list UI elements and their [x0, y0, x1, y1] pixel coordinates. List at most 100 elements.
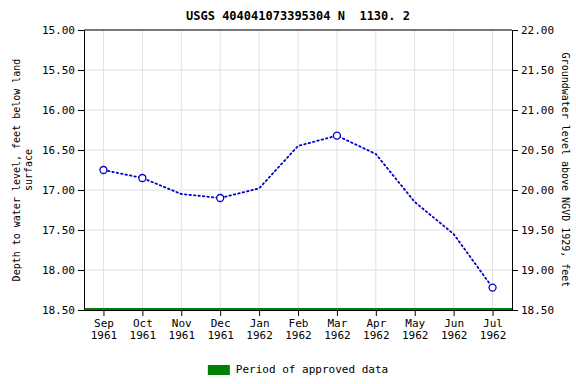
tick-mark [78, 30, 84, 31]
tick: 18.00 [42, 264, 84, 277]
tick-label: 16.00 [42, 104, 75, 117]
tick-mark [259, 310, 260, 316]
tick-mark [512, 230, 518, 231]
tick-mark [512, 270, 518, 271]
tick-label: 20.00 [521, 184, 554, 197]
point-marker [333, 132, 340, 139]
y-axis-title: Depth to water level, feet below landsur… [11, 59, 34, 282]
tick: 16.00 [42, 104, 84, 117]
legend: Period of approved data [208, 363, 388, 376]
legend-swatch [208, 365, 230, 375]
tick: May1962 [402, 310, 429, 342]
tick-label: Mar1962 [324, 317, 351, 343]
point-marker [139, 175, 146, 182]
tick-label: Dec1961 [207, 317, 234, 343]
point-marker [489, 284, 496, 291]
tick-label: 15.50 [42, 64, 75, 77]
tick-label: Jan1962 [246, 317, 273, 343]
plot-frame [84, 30, 512, 31]
grid-line [414, 30, 415, 310]
tick-label: 20.50 [521, 144, 554, 157]
tick-mark [78, 150, 84, 151]
point-marker [217, 195, 224, 202]
grid-line [259, 30, 260, 310]
tick-mark [78, 190, 84, 191]
tick: 16.50 [42, 144, 84, 157]
tick-label: 17.50 [42, 224, 75, 237]
tick: 15.00 [42, 24, 84, 37]
tick: 22.00 [512, 24, 554, 37]
point-marker [100, 167, 107, 174]
tick: Mar1962 [324, 310, 351, 342]
tick: 19.00 [512, 264, 554, 277]
tick-mark [512, 70, 518, 71]
grid-line [220, 30, 221, 310]
legend-label: Period of approved data [236, 363, 388, 376]
tick-mark [512, 150, 518, 151]
reference-line [84, 308, 512, 310]
tick-mark [512, 30, 518, 31]
tick-label: Jul1962 [480, 317, 507, 343]
tick-label: 16.50 [42, 144, 75, 157]
tick-label: 21.00 [521, 104, 554, 117]
tick-mark [376, 310, 377, 316]
tick: 20.50 [512, 144, 554, 157]
tick-label: 15.00 [42, 24, 75, 37]
series-line [103, 136, 492, 288]
tick-label: Apr1962 [363, 317, 390, 343]
tick-mark [103, 310, 104, 316]
grid [84, 30, 512, 310]
grid-line [336, 30, 337, 310]
grid-line [142, 30, 143, 310]
tick-label: 18.00 [42, 264, 75, 277]
chart: Sep1961 Oct1961 Nov1961 Dec1961 Jan1962 Feb19… [0, 0, 576, 384]
title: USGS 404041073395304 N 1130. 2 [186, 9, 410, 23]
tick-label: 19.00 [521, 264, 554, 277]
tick: Oct1961 [130, 310, 157, 342]
tick-mark [78, 310, 84, 311]
grid-line [453, 30, 454, 310]
tick: 17.50 [42, 224, 84, 237]
axis-line [512, 31, 513, 311]
axis-line [84, 31, 85, 311]
tick: Jul1962 [480, 310, 507, 342]
tick-mark [512, 110, 518, 111]
tick: 19.50 [512, 224, 554, 237]
tick: Feb1962 [285, 310, 312, 342]
grid-line [298, 30, 299, 310]
tick-label: 22.00 [521, 24, 554, 37]
tick-mark [78, 70, 84, 71]
tick: Nov1961 [169, 310, 196, 342]
tick: Dec1961 [207, 310, 234, 342]
tick-label: Jun1962 [441, 317, 468, 343]
tick-mark [454, 310, 455, 316]
tick: 18.50 [512, 304, 554, 317]
tick-mark [78, 230, 84, 231]
plot-area [84, 132, 512, 310]
tick-mark [78, 110, 84, 111]
tick-label: Nov1961 [169, 317, 196, 343]
tick-mark [493, 310, 494, 316]
tick: Apr1962 [363, 310, 390, 342]
tick: Sep1961 [91, 310, 118, 342]
tick-label: 21.50 [521, 64, 554, 77]
tick-mark [142, 310, 143, 316]
grid-line [492, 30, 493, 310]
tick-mark [220, 310, 221, 316]
tick-mark [415, 310, 416, 316]
tick-label: Feb1962 [285, 317, 312, 343]
y2-axis-title: Groundwater level above NGVD 1929, feet [560, 53, 571, 288]
tick-mark [181, 310, 182, 316]
tick-label: Sep1961 [91, 317, 118, 343]
tick-mark [512, 310, 518, 311]
x-axis: Sep1961 Oct1961 Nov1961 Dec1961 Jan1962 Feb19… [85, 310, 513, 342]
tick: Jan1962 [246, 310, 273, 342]
y2-axis: 22.00 21.50 21.00 20.50 20.00 19.50 19.00 18.50 [512, 24, 554, 317]
grid-line [375, 30, 376, 310]
tick-mark [78, 270, 84, 271]
tick-label: 18.50 [42, 304, 75, 317]
tick: Jun1962 [441, 310, 468, 342]
tick: 21.50 [512, 64, 554, 77]
tick-label: 19.50 [521, 224, 554, 237]
tick-mark [298, 310, 299, 316]
